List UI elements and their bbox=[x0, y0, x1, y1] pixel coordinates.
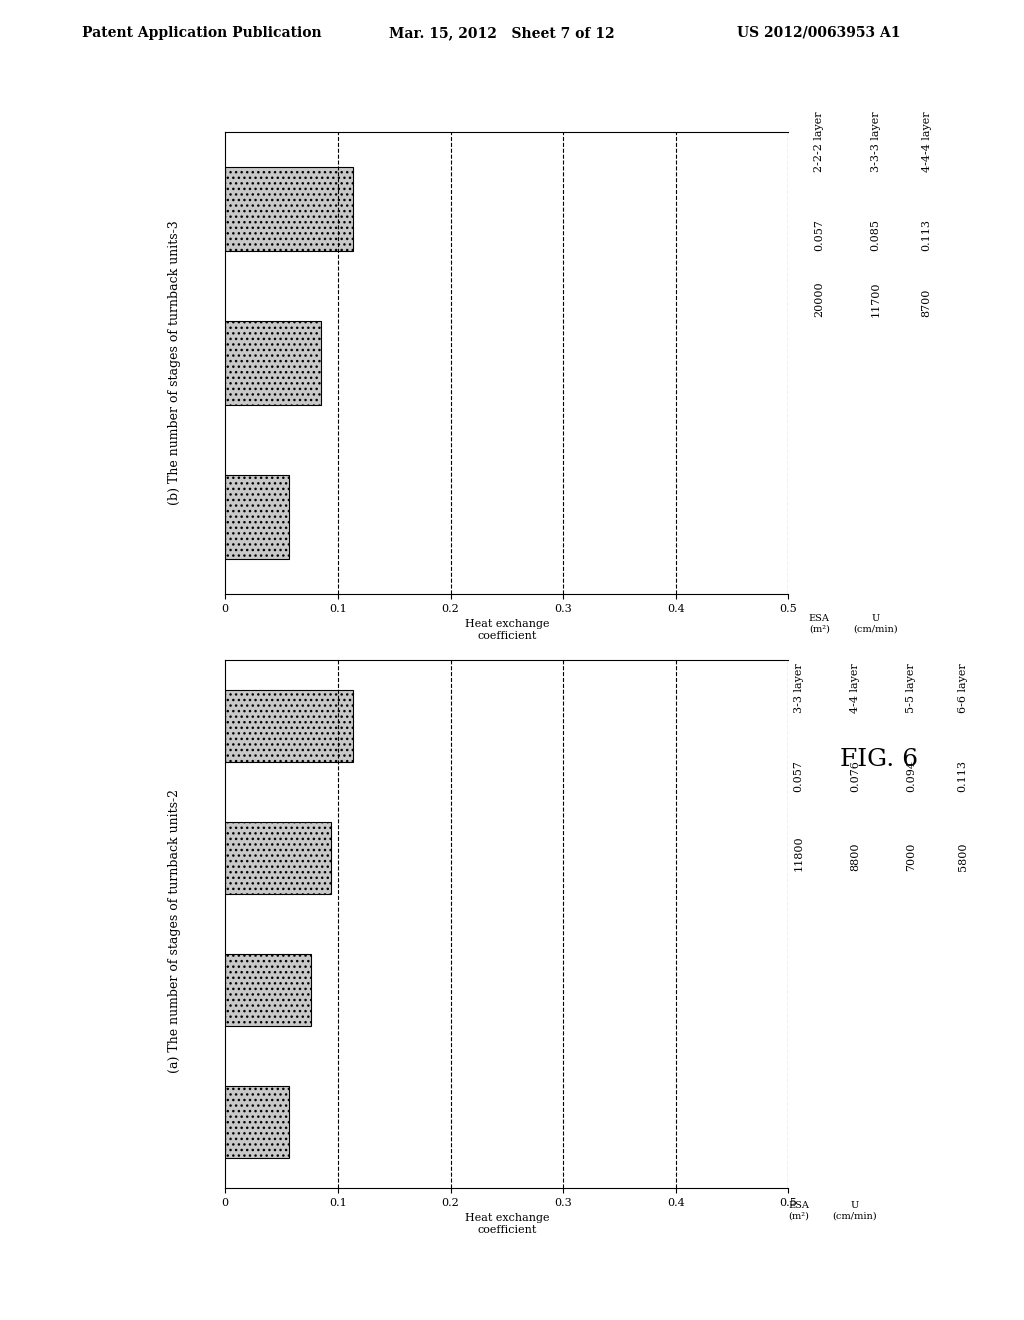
Text: 20000: 20000 bbox=[814, 281, 824, 317]
Text: 0.085: 0.085 bbox=[870, 219, 881, 251]
Bar bbox=[225, 1085, 290, 1159]
Bar bbox=[225, 166, 352, 251]
Text: 0.113: 0.113 bbox=[957, 760, 968, 792]
Bar bbox=[225, 475, 290, 560]
Text: 8800: 8800 bbox=[850, 842, 860, 871]
Text: 4-4 layer: 4-4 layer bbox=[850, 663, 860, 713]
Text: U
(cm/min): U (cm/min) bbox=[833, 1201, 878, 1221]
Text: (b) The number of stages of turnback units-3: (b) The number of stages of turnback uni… bbox=[168, 220, 180, 506]
Text: 0.076: 0.076 bbox=[850, 760, 860, 792]
Text: 0.113: 0.113 bbox=[922, 219, 932, 251]
Text: ESA
(m²): ESA (m²) bbox=[788, 1201, 809, 1221]
Text: 7000: 7000 bbox=[906, 843, 916, 871]
Text: FIG. 6: FIG. 6 bbox=[840, 747, 918, 771]
Text: (a) The number of stages of turnback units-2: (a) The number of stages of turnback uni… bbox=[168, 788, 180, 1073]
Text: 11800: 11800 bbox=[794, 836, 804, 871]
Text: 8700: 8700 bbox=[922, 289, 932, 317]
Text: 2-2-2 layer: 2-2-2 layer bbox=[814, 111, 824, 172]
Text: U
(cm/min): U (cm/min) bbox=[853, 614, 898, 634]
Bar bbox=[225, 321, 322, 405]
Text: 4-4-4 layer: 4-4-4 layer bbox=[922, 111, 932, 172]
Bar bbox=[225, 953, 311, 1027]
Bar bbox=[225, 821, 331, 895]
X-axis label: Heat exchange
coefficient: Heat exchange coefficient bbox=[465, 619, 549, 642]
Text: 3-3 layer: 3-3 layer bbox=[794, 663, 804, 713]
X-axis label: Heat exchange
coefficient: Heat exchange coefficient bbox=[465, 1213, 549, 1236]
Text: 0.094: 0.094 bbox=[906, 760, 916, 792]
Text: ESA
(m²): ESA (m²) bbox=[809, 614, 829, 634]
Bar bbox=[225, 689, 352, 762]
Text: 3-3-3 layer: 3-3-3 layer bbox=[870, 111, 881, 172]
Text: Patent Application Publication: Patent Application Publication bbox=[82, 26, 322, 40]
Text: 6-6 layer: 6-6 layer bbox=[957, 663, 968, 713]
Text: 5800: 5800 bbox=[957, 842, 968, 871]
Text: 0.057: 0.057 bbox=[814, 219, 824, 251]
Text: US 2012/0063953 A1: US 2012/0063953 A1 bbox=[737, 26, 901, 40]
Text: Mar. 15, 2012   Sheet 7 of 12: Mar. 15, 2012 Sheet 7 of 12 bbox=[389, 26, 614, 40]
Text: 5-5 layer: 5-5 layer bbox=[906, 663, 916, 713]
Text: 11700: 11700 bbox=[870, 281, 881, 317]
Text: 0.057: 0.057 bbox=[794, 760, 804, 792]
